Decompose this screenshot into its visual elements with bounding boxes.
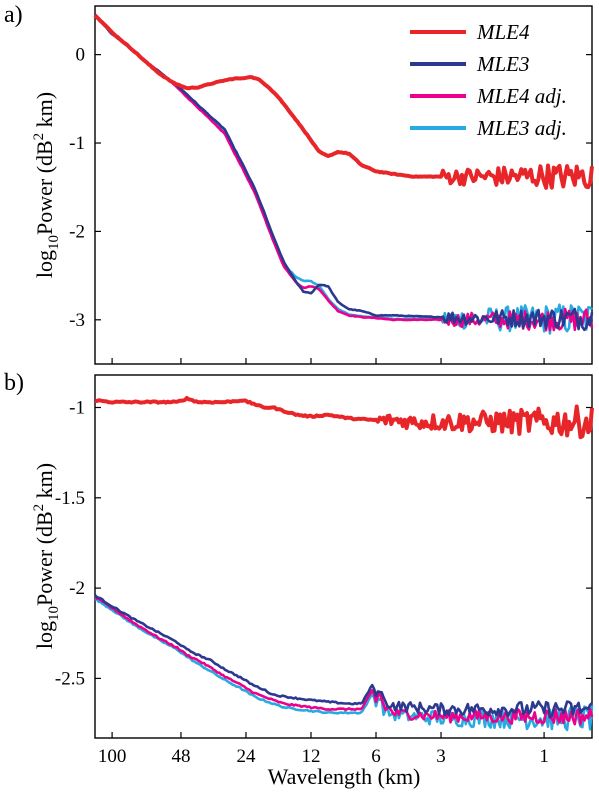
panel-a-frame <box>94 5 593 365</box>
panel-b-series <box>94 396 594 732</box>
x-tick-label: 48 <box>171 746 190 767</box>
panel-a-series <box>93 13 594 335</box>
y-axis-title-a-log: log <box>32 250 57 278</box>
panel-a-label: a) <box>4 2 23 28</box>
panel-b-label: b) <box>4 370 24 396</box>
panel-b-ticks: 100 48 24 12 6 3 1 -1 -1.5 -2 -2.5 <box>55 398 592 767</box>
y-axis-title-b: log10Power (dB2 km) <box>31 463 62 649</box>
series-line-mle4 <box>93 13 594 190</box>
legend: MLE4 MLE3 MLE4 adj. MLE3 adj. <box>410 20 567 140</box>
series-line-mle4-adj <box>94 596 594 726</box>
y-axis-title-b-sub: 10 <box>46 606 62 621</box>
panel-a-ticks: 0 -1 -2 -3 <box>69 45 592 364</box>
x-axis-title: Wavelength (km) <box>268 764 421 789</box>
y-axis-title-a-mid: Power (dB <box>32 140 57 235</box>
y-axis-title-a-sub: 10 <box>46 235 62 250</box>
y-tick-label: -2 <box>69 578 85 599</box>
legend-label-mle3: MLE3 <box>476 52 530 76</box>
y-axis-title-b-log: log <box>32 621 57 649</box>
y-tick-label: -2.5 <box>55 668 85 689</box>
y-tick-label: -3 <box>69 310 85 331</box>
legend-label-mle3-adj: MLE3 adj. <box>476 116 567 140</box>
x-tick-label: 1 <box>539 746 549 767</box>
y-axis-title-a-sup: 2 <box>31 133 47 141</box>
series-line-mle4 <box>94 396 594 440</box>
y-tick-label: -1 <box>69 398 85 419</box>
panel-b-frame <box>94 374 593 739</box>
panel-a: a) 0 -1 -2 -3 MLE4 MLE3 MLE4 adj. MLE3 adj. <box>4 2 594 365</box>
x-tick-label: 100 <box>98 746 127 767</box>
x-tick-label: 24 <box>236 746 256 767</box>
series-line-mle3-adj <box>94 597 594 732</box>
y-axis-title-b-suffix: km) <box>32 463 57 504</box>
x-tick-label: 3 <box>436 746 446 767</box>
y-axis-title-a: log10Power (dB2 km) <box>31 92 62 278</box>
y-axis-title-b-sup: 2 <box>31 504 47 512</box>
legend-label-mle4-adj: MLE4 adj. <box>476 84 567 108</box>
y-tick-label: -1.5 <box>55 488 85 509</box>
y-axis-title-b-mid: Power (dB <box>32 511 57 606</box>
y-tick-label: -2 <box>69 221 85 242</box>
legend-label-mle4: MLE4 <box>476 20 530 44</box>
x-tick-label: 12 <box>301 746 320 767</box>
series-line-mle3 <box>94 594 593 719</box>
y-axis-title-a-suffix: km) <box>32 92 57 133</box>
panel-b: b) 100 48 24 12 6 3 1 -1 -1.5 -2 -2.5 <box>4 370 594 767</box>
x-tick-label: 6 <box>371 746 381 767</box>
y-tick-label: 0 <box>76 45 86 66</box>
y-tick-label: -1 <box>69 133 85 154</box>
